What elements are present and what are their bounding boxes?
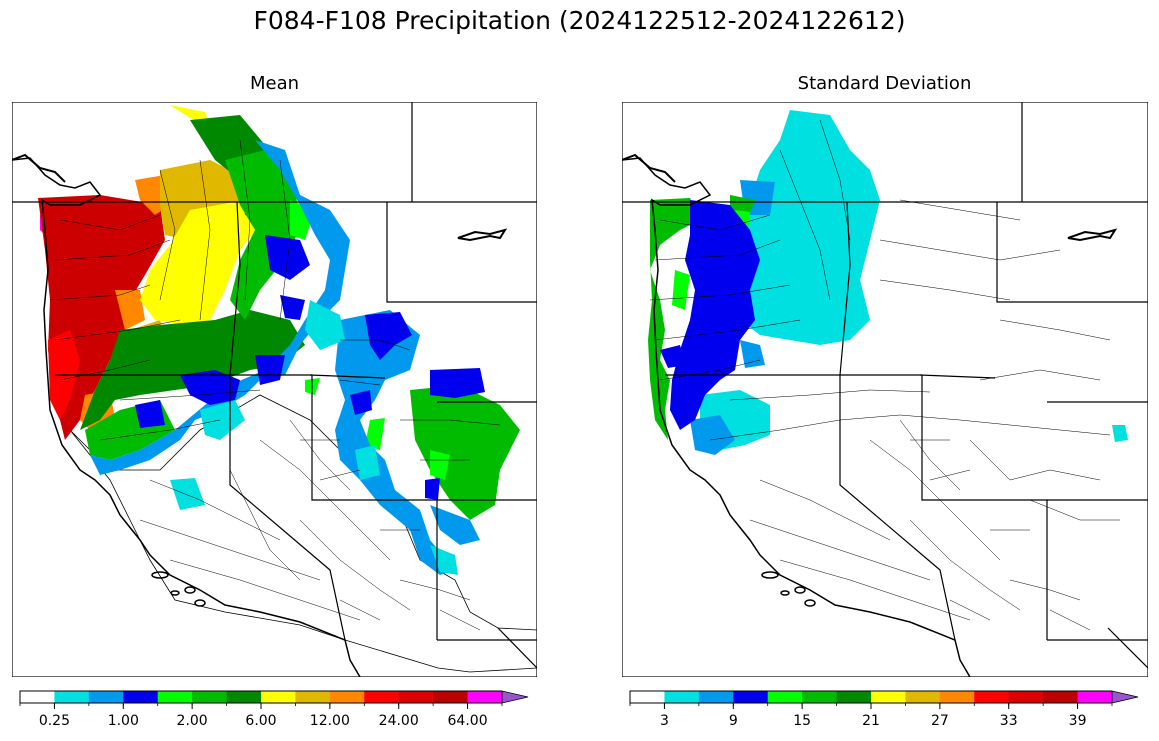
state-boundaries-mean xyxy=(12,102,537,669)
colorbar-swatch xyxy=(767,691,803,703)
colorbar-swatch xyxy=(664,691,700,703)
colorbar-tick-label: 3 xyxy=(660,713,669,729)
map-panel-std xyxy=(622,102,1148,677)
colorbar-swatch xyxy=(836,691,872,703)
lake-mean xyxy=(457,228,508,242)
colorbar-mean: 0.25 1.00 2.00 6.00 12.00 24.00 64.00 xyxy=(19,690,529,729)
panel-title-mean: Mean xyxy=(249,73,300,94)
colorbar-extend-triangle xyxy=(1111,690,1139,704)
colorbar-tick-label: 15 xyxy=(793,713,811,729)
colorbar-swatch xyxy=(364,691,400,703)
colorbar-tick-label: 9 xyxy=(729,713,738,729)
colorbar-swatch xyxy=(802,691,838,703)
precip-region-green xyxy=(85,150,520,520)
colorbar-swatch xyxy=(905,691,941,703)
colorbar-swatch xyxy=(398,691,434,703)
colorbar-swatch xyxy=(329,691,365,703)
precip-region-yellow xyxy=(140,105,260,325)
precip-region-skyblue xyxy=(90,140,480,575)
colorbar-swatch xyxy=(20,691,55,703)
colorbar-swatch xyxy=(295,691,331,703)
colorbar-swatch xyxy=(192,691,228,703)
std-region-skyblue xyxy=(690,180,775,455)
coastline-mean xyxy=(12,157,361,677)
colorbar-extend-triangle xyxy=(501,690,529,704)
colorbar-swatch xyxy=(974,691,1010,703)
colorbar-tick-label: 0.25 xyxy=(39,713,70,729)
colorbar-swatch xyxy=(226,691,262,703)
colorbar-swatch xyxy=(939,691,975,703)
precip-region-orange xyxy=(80,175,170,435)
lake-std xyxy=(1067,228,1118,242)
colorbar-swatch xyxy=(433,691,469,703)
colorbar-tick-label: 39 xyxy=(1069,713,1087,729)
colorbar-swatch xyxy=(1043,691,1079,703)
std-region-blue xyxy=(660,200,760,430)
panel-title-std: Standard Deviation xyxy=(797,73,972,94)
colorbar-swatch xyxy=(157,691,193,703)
coastline-std xyxy=(622,157,971,677)
precip-region-lime xyxy=(290,200,450,480)
colorbar-swatch xyxy=(54,691,90,703)
colorbar-swatch xyxy=(123,691,159,703)
colorbar-swatch xyxy=(261,691,296,703)
colorbar-swatch xyxy=(1008,691,1044,703)
map-panel-mean xyxy=(12,102,537,677)
figure-title: F084-F108 Precipitation (2024122512-2024… xyxy=(253,6,906,35)
colorbar-swatch xyxy=(698,691,734,703)
colorbar-tick-label: 2.00 xyxy=(177,713,208,729)
state-boundaries-std xyxy=(622,102,1148,669)
colorbar-tick-label: 33 xyxy=(1000,713,1018,729)
std-region-cyan xyxy=(700,110,1128,450)
colorbar-tick-label: 1.00 xyxy=(108,713,139,729)
colorbar-swatch xyxy=(88,691,124,703)
colorbar-swatch xyxy=(733,691,769,703)
colorbar-swatch xyxy=(871,691,906,703)
colorbar-tick-label: 64.00 xyxy=(448,713,488,729)
colorbar-swatch xyxy=(467,691,503,703)
colorbar-tick-label: 12.00 xyxy=(310,713,350,729)
colorbar-tick-label: 24.00 xyxy=(379,713,419,729)
colorbar-tick-label: 6.00 xyxy=(245,713,276,729)
colorbar-swatch xyxy=(1077,691,1113,703)
colorbar-tick-label: 21 xyxy=(862,713,880,729)
colorbar-std: 3 9 15 21 27 33 39 xyxy=(629,690,1139,729)
colorbar-swatch xyxy=(630,691,665,703)
colorbar-tick-label: 27 xyxy=(931,713,949,729)
